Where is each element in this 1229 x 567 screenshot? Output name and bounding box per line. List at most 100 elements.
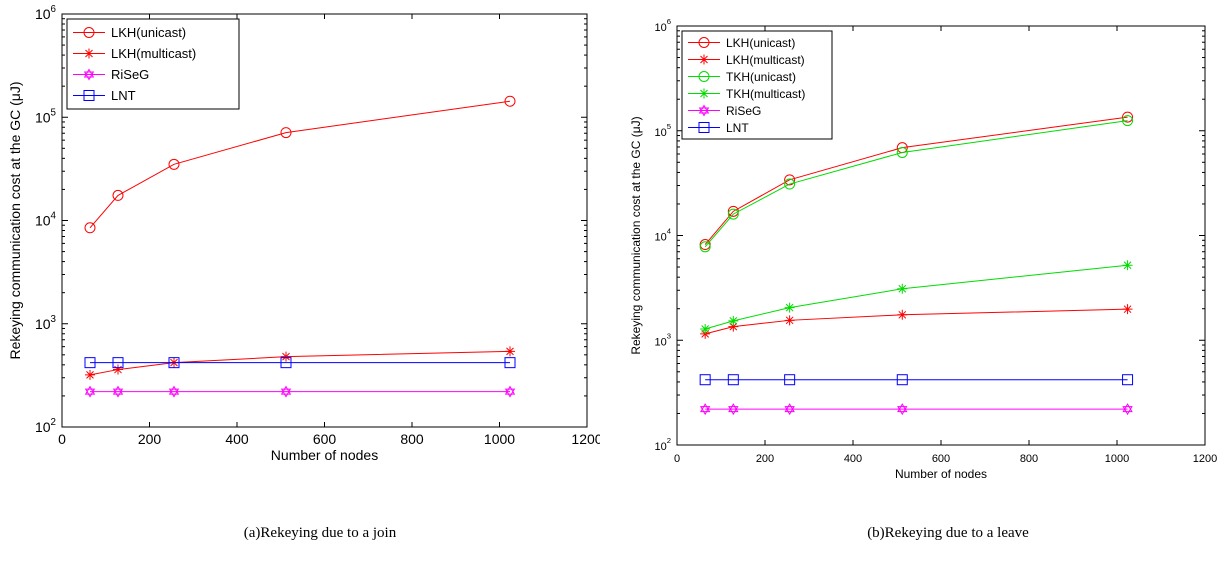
leave-series-2	[699, 115, 1134, 253]
join-data-point	[504, 357, 516, 369]
leave-xtick-label: 800	[1020, 453, 1038, 465]
leave-data-point	[699, 241, 711, 253]
leave-chart: 0 200 400 600 800 1000 1200 102 103 104 105 106 Numb…	[629, 17, 1217, 480]
leave-x-axis-label: Number of nodes	[895, 467, 987, 480]
leave-legend: LKH(unicast) LKH(multicast) TKH(unicast) TK…	[681, 30, 833, 140]
join-data-point	[280, 127, 292, 139]
join-legend: LKH(unicast) LKH(multicast) RiSeG LNT	[66, 18, 240, 110]
leave-xtick-label: 200	[756, 453, 774, 465]
leave-series-3	[700, 260, 1133, 335]
join-data-point	[112, 385, 124, 398]
leave-legend-entry: TKH(multicast)	[726, 87, 805, 101]
leave-series-line	[704, 116, 1128, 245]
join-series-3	[84, 357, 516, 369]
caption-leave: (b)Rekeying due to a leave	[867, 525, 1029, 541]
leave-legend-entry: LKH(multicast)	[726, 53, 805, 67]
leave-legend-box	[681, 30, 833, 140]
leave-data-point	[1122, 115, 1134, 127]
leave-data-point	[897, 309, 908, 320]
join-data-point	[85, 369, 95, 380]
leave-data-point	[1122, 111, 1134, 123]
join-legend-marker	[83, 27, 95, 38]
leave-ytick-label: 102	[654, 436, 671, 453]
join-y-axis-label: Rekeying communication cost at the GC (μ…	[7, 81, 23, 359]
leave-legend-marker	[698, 122, 710, 133]
join-xtick-label: 1200	[571, 431, 600, 447]
join-data-point	[168, 158, 180, 170]
leave-legend-marker	[698, 104, 710, 117]
join-legend-entry: LNT	[111, 88, 136, 103]
leave-ytick-label: 106	[654, 17, 671, 34]
join-series-2	[84, 385, 516, 398]
leave-y-axis-label: Rekeying communication cost at the GC (μ…	[629, 116, 643, 354]
join-xtick-label: 200	[138, 431, 162, 447]
leave-data-point	[897, 403, 908, 416]
leave-data-point	[784, 178, 796, 190]
leave-legend-marker	[698, 37, 710, 48]
caption-join: (a)Rekeying due to a join	[243, 525, 397, 541]
leave-xtick-label: 400	[844, 453, 862, 465]
join-xtick-label: 600	[313, 431, 337, 447]
leave-data-point	[896, 374, 908, 386]
join-data-point	[504, 385, 516, 398]
leave-data-point	[699, 403, 711, 416]
join-data-point	[280, 385, 292, 398]
leave-data-point	[896, 146, 908, 158]
join-ytick-label: 106	[35, 4, 57, 22]
join-chart: 0 200 400 600 800 1000 1200 102 103 104 105 106 Numb…	[7, 4, 600, 463]
join-data-point	[84, 357, 96, 369]
leave-data-point	[897, 283, 908, 294]
leave-data-point	[784, 302, 795, 313]
join-x-axis-label: Number of nodes	[271, 447, 378, 463]
leave-data-point	[784, 374, 796, 386]
join-ytick-label: 104	[35, 211, 57, 229]
leave-xtick-label: 600	[932, 453, 950, 465]
leave-data-point	[1122, 403, 1133, 416]
leave-ytick-label: 105	[654, 122, 671, 139]
leave-data-point	[728, 315, 739, 326]
join-data-point	[505, 346, 515, 357]
join-data-point	[84, 385, 96, 398]
join-legend-entry: RiSeG	[111, 67, 149, 82]
join-series-0	[84, 95, 516, 234]
join-data-point	[168, 357, 180, 369]
join-legend-marker	[84, 48, 94, 59]
join-xtick-label: 1000	[484, 431, 515, 447]
leave-legend-entry: LKH(unicast)	[726, 36, 795, 50]
join-series-line	[89, 100, 511, 229]
leave-data-point	[727, 374, 739, 386]
leave-series-5	[699, 374, 1134, 386]
join-ytick-label: 102	[35, 417, 56, 435]
join-legend-entry: LKH(multicast)	[111, 46, 196, 61]
leave-ytick-label: 104	[654, 227, 671, 244]
leave-data-point	[728, 321, 739, 332]
leave-data-point	[784, 315, 795, 326]
leave-legend-marker	[699, 54, 709, 65]
join-data-point	[113, 364, 123, 375]
leave-data-point	[699, 374, 711, 386]
join-xtick-label: 800	[400, 431, 424, 447]
leave-xtick-label: 1000	[1105, 453, 1129, 465]
leave-data-point	[784, 403, 795, 416]
leave-legend-marker	[699, 88, 709, 99]
leave-legend-marker	[698, 71, 710, 82]
leave-legend-entry: TKH(unicast)	[726, 70, 796, 84]
leave-ytick-label: 103	[654, 331, 671, 348]
join-xtick-label: 0	[58, 431, 66, 447]
leave-legend-entry: RiSeG	[726, 104, 761, 118]
join-ytick-label: 105	[35, 107, 57, 125]
join-data-point	[112, 357, 124, 369]
leave-series-4	[699, 403, 1133, 416]
join-data-point	[280, 357, 292, 369]
join-data-point	[168, 385, 180, 398]
join-legend-entry: LKH(unicast)	[111, 25, 186, 40]
leave-xtick-label: 0	[674, 453, 680, 465]
leave-data-point	[1122, 374, 1134, 386]
join-legend-box	[66, 18, 240, 110]
leave-xtick-label: 1200	[1193, 453, 1217, 465]
leave-data-point	[1122, 304, 1133, 315]
join-data-point	[84, 222, 96, 234]
join-xtick-label: 400	[225, 431, 249, 447]
leave-data-point	[727, 208, 739, 220]
join-legend-marker	[83, 90, 95, 101]
